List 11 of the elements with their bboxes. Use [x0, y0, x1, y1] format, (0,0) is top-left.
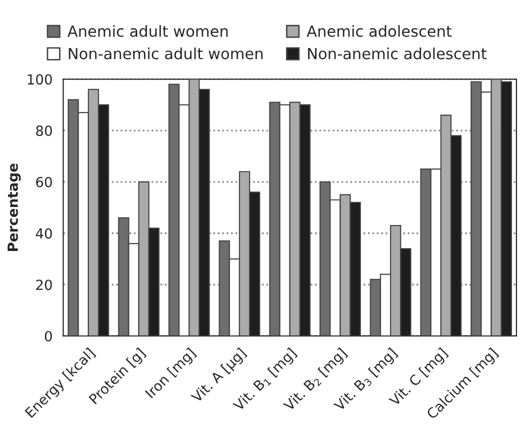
legend-label: Anemic adult women: [67, 25, 228, 37]
y-tick-label: 60: [36, 176, 52, 188]
y-tick-label: 0: [44, 330, 52, 342]
y-tick-label: 20: [36, 280, 52, 290]
y-axis-title: Percentage: [8, 164, 21, 251]
legend-label: Non-anemic adult women: [68, 48, 263, 60]
y-tick-label: 100: [28, 74, 52, 85]
legend-label: Anemic adolescent: [306, 25, 452, 37]
y-tick-label: 40: [36, 228, 52, 239]
legend-label: Non-anemic adolescent: [308, 48, 486, 60]
y-tick-label: 80: [36, 126, 52, 136]
